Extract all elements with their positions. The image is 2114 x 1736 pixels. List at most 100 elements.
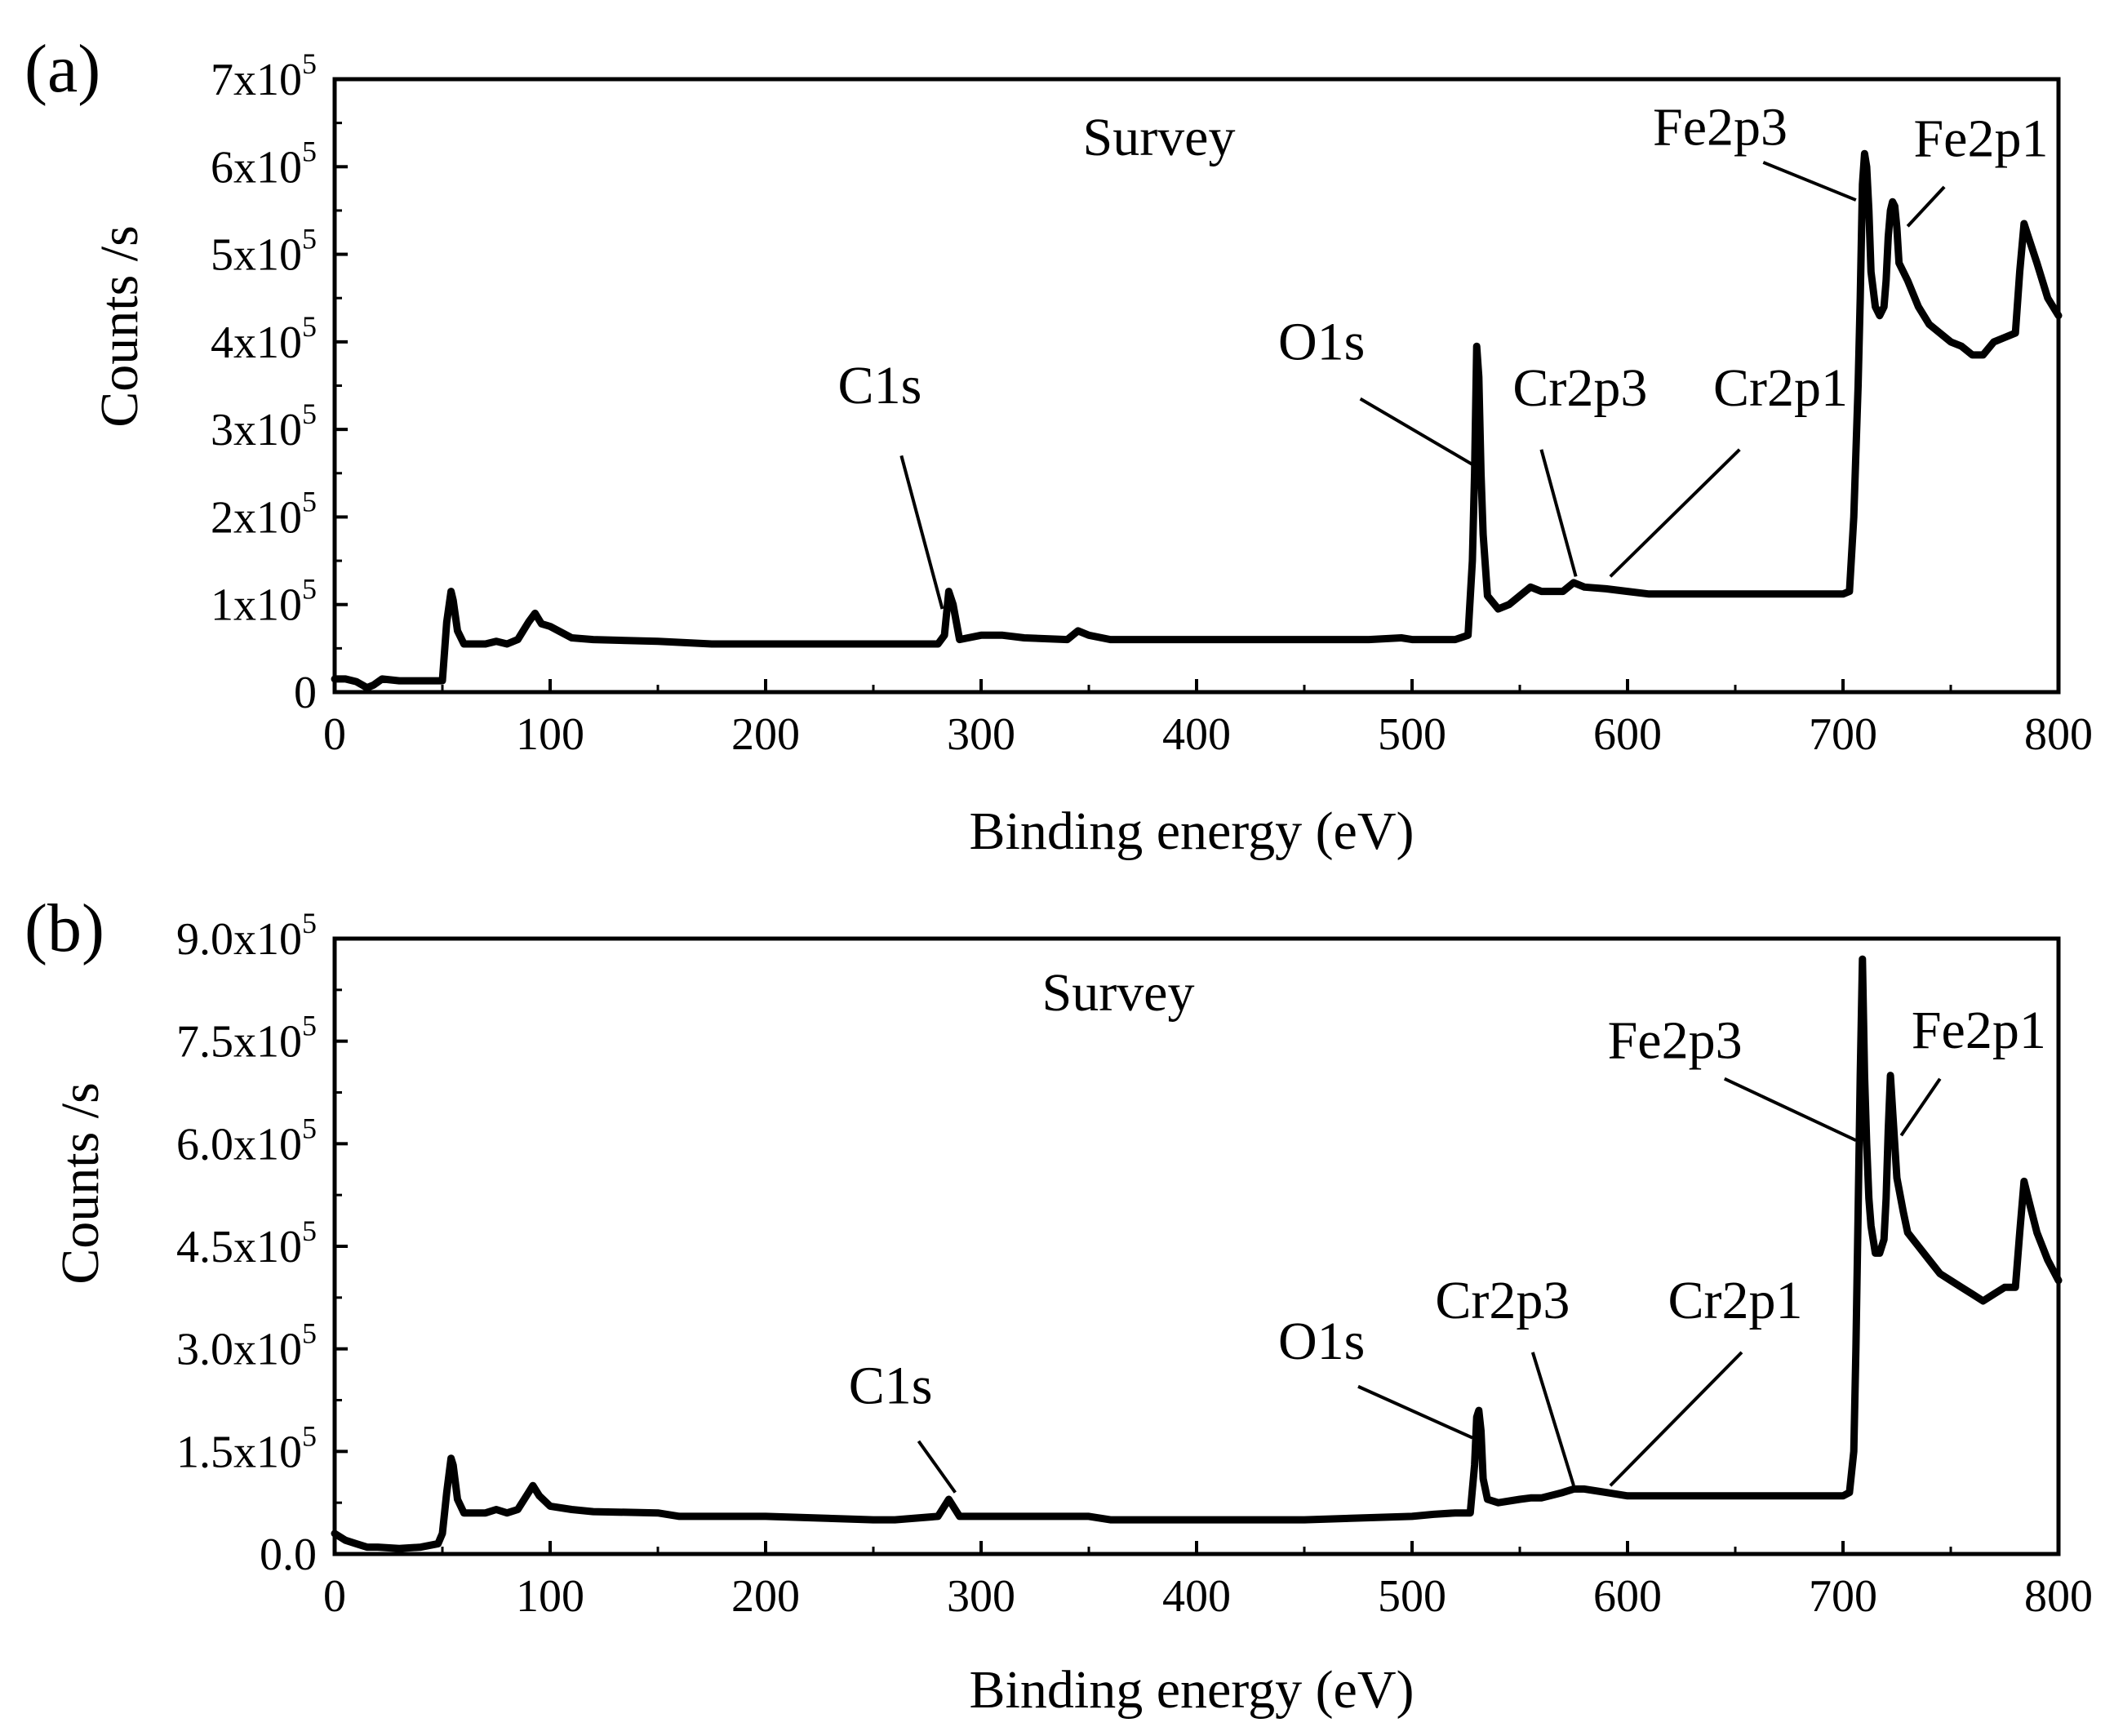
- panel-a-marks: 0 100 200 300 400 500 600 700 80001x1052x1053x10…: [211, 47, 2093, 760]
- panel-b-y-tick-mantissa: 6.0x10: [176, 1119, 302, 1170]
- panel-a-annotation-leader-cr2p3: [1539, 449, 1578, 577]
- panel-b-annotation-cr2p3: Cr2p3: [1435, 1271, 1570, 1330]
- panel-b-annotation-o1s: O1s: [1278, 1312, 1365, 1371]
- panel-a-x-tick-label-200: 200: [731, 709, 800, 760]
- panel-a-y-tick-mantissa: 1x10: [211, 580, 302, 631]
- panel-b-annotation-leader-cr2p3: [1530, 1352, 1575, 1486]
- panel-a-annotation-leader-fe2p1: [1906, 185, 1946, 228]
- panel-b-x-tick-label-400: 400: [1162, 1571, 1231, 1622]
- panel-a-x-tick-label-400: 400: [1162, 709, 1231, 760]
- panel-b-x-tick-label-600: 600: [1593, 1571, 1662, 1622]
- panel-b-x-tick-label-0: 0: [323, 1571, 346, 1622]
- panel-b-y-tick-label-3: 4.5x105: [176, 1214, 317, 1272]
- panel-a-annotation-cr2p3: Cr2p3: [1512, 358, 1647, 418]
- panel-a-y-tick-exponent: 5: [302, 47, 317, 80]
- panel-b-annotation-leader-c1s: [917, 1440, 957, 1494]
- panel-a-x-tick-label-300: 300: [947, 709, 1015, 760]
- panel-b-y-tick-exponent: 5: [302, 1214, 317, 1247]
- panel-b-y-tick-mantissa: 1.5x10: [176, 1427, 302, 1477]
- panel-b-annotation-fe2p1: Fe2p1: [1912, 1001, 2046, 1060]
- panel-a-y-tick-label-3: 3x105: [211, 397, 317, 455]
- panel-a-annotation-cr2p1: Cr2p1: [1713, 358, 1848, 418]
- panel-b-y-tick-label-1: 1.5x105: [176, 1419, 317, 1477]
- panel-a-plot-frame: [332, 77, 2061, 695]
- panel-a-y-tick-label-6: 6x105: [211, 135, 317, 193]
- panel-a-y-tick-mantissa: 2x10: [211, 492, 302, 543]
- panel-a-y-tick-mantissa: 5x10: [211, 230, 302, 281]
- panel-b-title: Survey: [1042, 963, 1195, 1023]
- panel-a-x-axis-label: Binding energy (eV): [970, 801, 1415, 861]
- panel-b-x-tick-label-200: 200: [731, 1571, 800, 1622]
- panel-b-y-tick-mantissa: 9.0x10: [176, 914, 302, 965]
- panel-b-spectrum-line: [331, 955, 2063, 1552]
- panel-a-y-tick-label-7: 7x105: [211, 47, 317, 105]
- panel-b-y-tick-exponent: 5: [302, 1010, 317, 1042]
- panel-a-label: (a): [24, 31, 100, 107]
- panel-a-annotation-leader-c1s: [899, 455, 944, 610]
- panel-b-y-tick-label-4: 6.0x105: [176, 1112, 317, 1170]
- panel-b-y-tick-exponent: 5: [302, 1317, 317, 1350]
- panel-a: (a) Survey Binding energy (eV) Counts /s…: [24, 31, 2093, 861]
- panel-a-y-tick-mantissa: 0: [294, 668, 317, 718]
- panel-a-x-tick-label-500: 500: [1378, 709, 1446, 760]
- panel-b-y-tick-label-6: 9.0x105: [176, 907, 317, 965]
- panel-a-y-tick-label-0: 0: [294, 668, 317, 718]
- panel-a-y-axis-label: Counts /s: [90, 225, 149, 428]
- panel-a-y-tick-exponent: 5: [302, 397, 317, 430]
- panel-a-annotation-o1s: O1s: [1278, 312, 1365, 371]
- panel-b-label: (b): [24, 890, 104, 966]
- panel-b-y-tick-mantissa: 7.5x10: [176, 1017, 302, 1068]
- panel-b-y-tick-mantissa: 4.5x10: [176, 1222, 302, 1272]
- panel-b-annotation-fe2p3: Fe2p3: [1608, 1011, 1743, 1071]
- panel-b-y-tick-exponent: 5: [302, 1419, 317, 1452]
- panel-a-y-tick-exponent: 5: [302, 310, 317, 343]
- panel-a-x-tick-label-600: 600: [1593, 709, 1662, 760]
- panel-b-y-tick-label-5: 7.5x105: [176, 1010, 317, 1068]
- panel-a-y-tick-label-5: 5x105: [211, 223, 317, 281]
- panel-a-y-tick-label-1: 1x105: [211, 573, 317, 631]
- panel-b-y-tick-label-0: 0.0: [260, 1530, 317, 1580]
- panel-a-annotation-leader-o1s: [1359, 397, 1473, 466]
- panel-a-x-tick-label-800: 800: [2024, 709, 2093, 760]
- panel-a-y-tick-label-4: 4x105: [211, 310, 317, 368]
- panel-a-y-tick-label-2: 2x105: [211, 485, 317, 543]
- panel-b-x-tick-label-300: 300: [947, 1571, 1015, 1622]
- panel-a-title: Survey: [1083, 108, 1236, 167]
- panel-a-y-tick-mantissa: 7x10: [211, 55, 302, 105]
- panel-b-plot-frame: [332, 936, 2061, 1556]
- panel-b-y-tick-label-2: 3.0x105: [176, 1317, 317, 1375]
- panel-b-x-tick-label-700: 700: [1809, 1571, 1877, 1622]
- panel-a-annotation-fe2p3: Fe2p3: [1653, 97, 1788, 157]
- panel-b-y-tick-exponent: 5: [302, 1112, 317, 1144]
- panel-a-y-tick-mantissa: 3x10: [211, 405, 302, 455]
- panel-b-annotation-leader-o1s: [1357, 1384, 1473, 1440]
- panel-a-y-tick-exponent: 5: [302, 485, 317, 517]
- panel-b-x-tick-label-500: 500: [1378, 1571, 1446, 1622]
- panel-b-y-axis-label: Counts /s: [51, 1082, 110, 1285]
- panel-b-x-axis-label: Binding energy (eV): [970, 1660, 1415, 1720]
- panel-b-annotation-leader-cr2p1: [1609, 1351, 1743, 1487]
- panel-a-y-tick-exponent: 5: [302, 135, 317, 167]
- panel-a-annotation-fe2p1: Fe2p1: [1913, 109, 2048, 168]
- panel-a-spectrum-line: [331, 149, 2063, 692]
- panel-b-marks: 0 100 200 300 400 500 600 700 8000.01.5x1053.0x1…: [176, 907, 2093, 1622]
- panel-b: (b) Survey Binding energy (eV) Counts /s…: [24, 890, 2093, 1720]
- panel-a-y-tick-mantissa: 6x10: [211, 142, 302, 193]
- panel-a-annotation-leader-fe2p3: [1762, 161, 1857, 202]
- panel-b-x-tick-label-800: 800: [2024, 1571, 2093, 1622]
- panel-a-x-tick-label-0: 0: [323, 709, 346, 760]
- panel-a-x-tick-label-100: 100: [516, 709, 584, 760]
- panel-b-annotation-c1s: C1s: [849, 1356, 933, 1416]
- panel-b-y-tick-exponent: 5: [302, 907, 317, 939]
- panel-a-annotation-c1s: C1s: [838, 356, 922, 415]
- panel-b-y-tick-mantissa: 3.0x10: [176, 1325, 302, 1375]
- panel-a-y-tick-exponent: 5: [302, 223, 317, 255]
- panel-b-y-tick-mantissa: 0.0: [260, 1530, 317, 1580]
- panel-b-annotation-leader-fe2p1: [1899, 1077, 1942, 1137]
- panel-a-annotation-leader-cr2p1: [1609, 448, 1741, 578]
- panel-a-x-tick-label-700: 700: [1809, 709, 1877, 760]
- panel-a-y-tick-mantissa: 4x10: [211, 317, 302, 368]
- panel-b-x-tick-label-100: 100: [516, 1571, 584, 1622]
